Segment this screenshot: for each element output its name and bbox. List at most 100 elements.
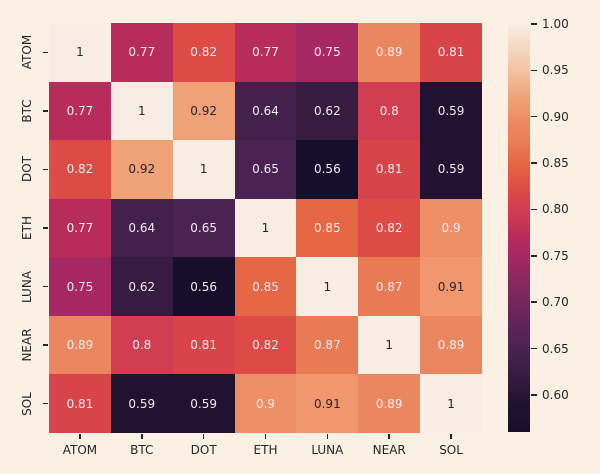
x-tick-mark — [326, 434, 329, 439]
heatmap-cell: 0.56 — [172, 257, 235, 316]
heatmap-cell: 0.64 — [110, 198, 173, 258]
heatmap-cell: 0.82 — [358, 198, 421, 258]
heatmap-cell: 0.82 — [172, 23, 235, 82]
cell-value: 0.59 — [190, 396, 217, 411]
y-tick-mark — [43, 344, 48, 346]
cell-value: 0.89 — [375, 396, 403, 411]
heatmap-cell: 0.89 — [49, 315, 111, 375]
colorbar-tick-label: 1.00 — [542, 17, 569, 31]
y-tick-mark — [43, 285, 48, 288]
heatmap-cell: 0.77 — [49, 81, 111, 141]
cell-value: 0.82 — [375, 220, 403, 235]
x-tick-label: DOT — [190, 443, 217, 457]
cell-value: 0.91 — [437, 279, 465, 294]
cell-value: 0.82 — [66, 162, 94, 177]
heatmap-cell: 0.92 — [172, 81, 235, 141]
heatmap-cell: 0.89 — [358, 23, 421, 82]
cell-value: 0.75 — [66, 279, 94, 294]
heatmap-cell: 0.62 — [296, 81, 359, 141]
heatmap-cell: 1 — [420, 374, 482, 433]
colorbar-tick-mark — [531, 347, 537, 350]
cell-value: 0.77 — [128, 45, 156, 60]
y-tick-mark — [43, 168, 48, 171]
y-tick-label: LUNA — [20, 270, 34, 303]
colorbar-tick-label: 0.90 — [542, 109, 569, 124]
cell-value: 0.59 — [437, 162, 465, 177]
colorbar-tick-label: 0.85 — [542, 156, 569, 171]
cell-value: 0.85 — [252, 279, 279, 294]
colorbar-tick-mark — [531, 115, 537, 118]
heatmap-cell: 0.82 — [234, 315, 297, 375]
y-tick-mark — [43, 51, 48, 54]
heatmap-cell: 0.89 — [358, 374, 421, 433]
x-tick-mark — [79, 434, 81, 439]
y-tick-mark — [43, 402, 48, 405]
cell-value: 1 — [137, 103, 146, 118]
heatmap-cell: 0.85 — [296, 198, 359, 258]
x-tick-label: BTC — [130, 443, 154, 457]
heatmap-cell: 0.91 — [296, 374, 359, 433]
y-tick-label: ATOM — [20, 35, 34, 70]
cell-value: 0.62 — [313, 103, 341, 118]
colorbar-tick-label: 0.70 — [542, 295, 569, 310]
heatmap-cell: 1 — [172, 140, 235, 199]
cell-value: 0.56 — [190, 279, 217, 294]
cell-value: 0.81 — [375, 162, 403, 177]
heatmap-grid: 1 0.77 0.82 0.77 0.75 0.89 0.81 0.77 1 0.92 0.64 0.… — [49, 23, 482, 433]
heatmap-cell: 0.9 — [234, 374, 297, 433]
x-tick-mark — [202, 434, 205, 439]
cell-value: 0.65 — [190, 220, 217, 235]
colorbar-tick-label: 0.80 — [542, 202, 569, 217]
heatmap-cell: 0.81 — [172, 315, 235, 375]
colorbar-tick-label: 0.60 — [542, 387, 569, 402]
colorbar-tick-mark — [531, 69, 537, 72]
colorbar-tick-label: 0.95 — [542, 63, 569, 78]
cell-value: 1 — [199, 162, 208, 177]
heatmap-cell: 1 — [110, 81, 173, 141]
heatmap-cell: 0.77 — [49, 198, 111, 258]
cell-value: 0.81 — [66, 396, 94, 411]
heatmap-cell: 0.92 — [110, 140, 173, 199]
colorbar-tick-label: 0.75 — [542, 248, 569, 263]
x-tick-label: ETH — [253, 443, 278, 457]
cell-value: 0.9 — [255, 396, 276, 411]
x-tick-mark — [141, 434, 143, 439]
cell-value: 0.64 — [128, 220, 156, 235]
cell-value: 0.85 — [313, 220, 341, 235]
y-tick-mark — [43, 110, 48, 112]
y-tick-label: SOL — [20, 391, 34, 416]
heatmap-cell: 0.59 — [420, 140, 482, 199]
colorbar-tick-mark — [531, 301, 537, 303]
cell-value: 0.64 — [252, 103, 279, 118]
y-tick-mark — [43, 227, 48, 229]
heatmap-cell: 0.65 — [172, 198, 235, 258]
y-tick-label: BTC — [20, 99, 34, 123]
heatmap-cell: 0.81 — [420, 23, 482, 82]
heatmap-cell: 0.8 — [110, 315, 173, 375]
cell-value: 0.77 — [66, 220, 94, 235]
y-tick-label: DOT — [20, 156, 34, 183]
heatmap-cell: 0.9 — [420, 198, 482, 258]
x-tick-label: SOL — [439, 443, 463, 457]
heatmap-cell: 1 — [234, 198, 297, 258]
heatmap-cell: 0.87 — [296, 315, 359, 375]
cell-value: 0.92 — [190, 103, 217, 118]
x-tick-mark — [388, 434, 390, 439]
heatmap-cell: 0.81 — [358, 140, 421, 199]
x-tick-mark — [264, 434, 267, 439]
heatmap-cell: 0.65 — [234, 140, 297, 199]
colorbar-tick-mark — [531, 208, 537, 211]
cell-value: 0.59 — [437, 103, 465, 118]
heatmap-cell: 0.75 — [49, 257, 111, 316]
cell-value: 1 — [261, 220, 270, 235]
colorbar-tick-mark — [531, 394, 537, 396]
cell-value: 0.77 — [66, 103, 94, 118]
heatmap-cell: 0.64 — [234, 81, 297, 141]
cell-value: 1 — [447, 396, 455, 411]
colorbar — [508, 24, 530, 432]
cell-value: 0.81 — [190, 338, 217, 353]
heatmap-cell: 1 — [358, 315, 421, 375]
cell-value: 0.89 — [437, 338, 465, 353]
heatmap-cell: 0.75 — [296, 23, 359, 82]
